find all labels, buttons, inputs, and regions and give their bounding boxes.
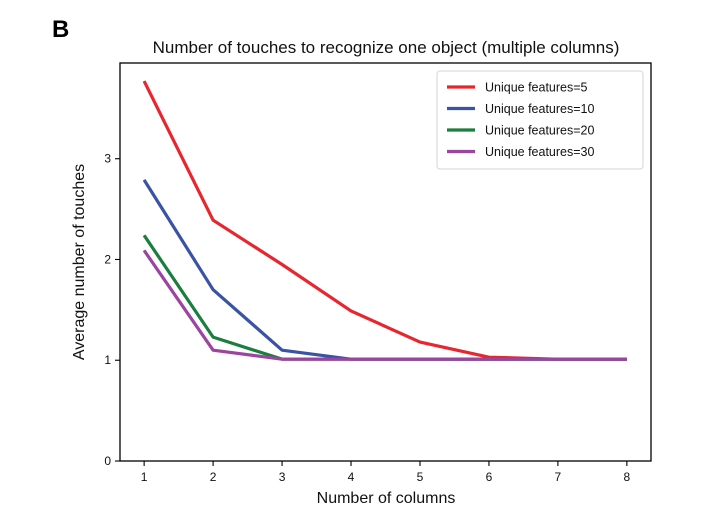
x-tick-label: 3 [279,470,286,484]
panel-label: B [52,16,69,43]
y-axis-label: Average number of touches [71,164,88,360]
y-tick-label: 2 [104,252,111,266]
x-axis: 1 2 3 4 5 6 7 8 [141,461,631,484]
x-tick-label: 8 [624,470,631,484]
y-tick-label: 1 [104,353,111,367]
series-line-4 [142,249,627,361]
plot-area [142,80,627,361]
series-line-3 [142,234,627,361]
x-axis-label: Number of columns [317,490,456,507]
y-axis: 0 1 2 3 [104,152,120,468]
y-tick-label: 0 [104,454,111,468]
legend: Unique features=5 Unique features=10 Uniqu… [436,70,644,170]
chart-title: Number of touches to recognize one objec… [153,38,620,57]
legend-entry-label: Unique features=30 [485,145,595,159]
legend-entry-label: Unique features=20 [485,124,595,138]
legend-entry-label: Unique features=5 [485,81,588,95]
legend-box [436,70,644,170]
x-tick-label: 7 [555,470,562,484]
x-tick-label: 5 [417,470,424,484]
y-tick-label: 3 [104,152,111,166]
x-tick-label: 1 [141,470,148,484]
x-tick-label: 6 [486,470,493,484]
plot-frame [119,62,652,462]
legend-entry-label: Unique features=10 [485,102,595,116]
series-line-2 [142,179,627,361]
x-tick-label: 4 [348,470,355,484]
x-tick-label: 2 [210,470,217,484]
